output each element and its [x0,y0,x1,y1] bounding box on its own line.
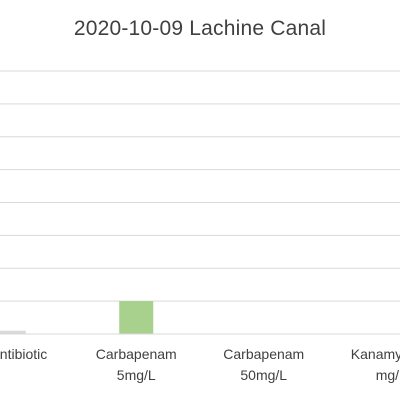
bars [0,301,154,334]
x-tick-label: Carbapenam 5mg/L [96,346,177,383]
bar [0,330,26,334]
x-tick-label: No antibiotic [0,346,47,362]
bar [119,301,154,334]
x-tick-label: Kanamycin 5mg/L [351,346,400,383]
chart-title: 2020-10-09 Lachine Canal [73,17,327,40]
x-tick-label: Carbapenam 50mg/L [223,346,304,383]
gridlines [0,70,400,302]
